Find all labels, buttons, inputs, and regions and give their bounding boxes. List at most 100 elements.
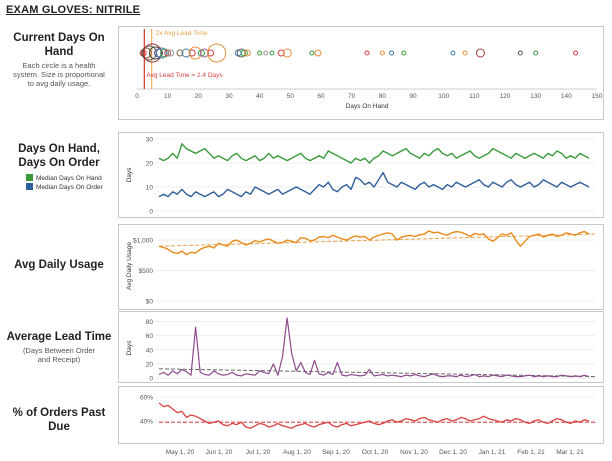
row-label-avg-lead-time: Average Lead Time (Days Between Order an… bbox=[0, 330, 118, 364]
x-tick-label: 60 bbox=[317, 93, 325, 100]
date-tick-label: Mar 1, 21 bbox=[556, 449, 584, 456]
ref-label-avg-lead-time: Avg Lead Time = 2.4 Days bbox=[146, 72, 223, 79]
x-tick-label: 90 bbox=[409, 93, 417, 100]
y-tick-label: $0 bbox=[146, 299, 154, 306]
date-tick-label: Feb 1, 21 bbox=[517, 449, 545, 456]
date-axis: May 1, 20 Jun 1, 20 Jul 1, 20 Aug 1, 20 Sep … bbox=[118, 444, 604, 458]
scatter-point bbox=[257, 50, 263, 56]
y-tick-label: $1,000 bbox=[133, 238, 153, 245]
row-title-avg-daily-usage: Avg Daily Usage bbox=[14, 259, 104, 271]
panel-days-line: 0 10 20 30 Days bbox=[118, 132, 604, 218]
row-title-days-on-hand-order: Days On Hand, Days On Order bbox=[18, 143, 100, 169]
x-tick-label: 140 bbox=[561, 93, 572, 100]
x-tick-label: 120 bbox=[500, 93, 511, 100]
panel-days-on-hand-scatter: 0 10 20 30 40 50 60 70 80 90 100 110 120 130 140 150 Day… bbox=[118, 26, 604, 120]
scatter-point bbox=[263, 50, 269, 56]
scatter-point bbox=[475, 48, 485, 58]
panel-avg-daily-usage: $0 $500 $1,000 Avg Daily Usage bbox=[118, 224, 604, 310]
orders-past-due-chart: 40% 60% bbox=[140, 395, 595, 429]
row-subtitle-days-on-hand: Each circle is a health system. Size is … bbox=[13, 61, 105, 88]
trendline bbox=[158, 233, 596, 247]
scatter-point bbox=[517, 50, 523, 56]
date-tick-label: Jan 1, 21 bbox=[479, 449, 506, 456]
scatter-point bbox=[389, 50, 395, 56]
scatter-point bbox=[364, 50, 370, 56]
date-tick-label: Nov 1, 20 bbox=[400, 449, 428, 456]
date-tick-label: May 1, 20 bbox=[166, 449, 195, 456]
series-line-average-lead-time bbox=[158, 317, 590, 378]
date-tick-label: Dec 1, 20 bbox=[439, 449, 467, 456]
scatter-point bbox=[282, 48, 292, 58]
scatter-point bbox=[164, 49, 172, 57]
scatter-point bbox=[314, 49, 322, 57]
scatter-point bbox=[167, 49, 175, 57]
scatter-point bbox=[462, 50, 468, 56]
row-label-days-on-hand: Current Days On Hand Each circle is a he… bbox=[0, 31, 118, 88]
scatter-point bbox=[309, 50, 315, 56]
legend-days: Median Days On Hand Median Days On Order bbox=[0, 174, 118, 192]
y-tick-label: 30 bbox=[146, 137, 154, 144]
y-tick-label: 40% bbox=[140, 419, 153, 426]
x-tick-label: 130 bbox=[530, 93, 541, 100]
date-tick-label: Oct 1, 20 bbox=[362, 449, 389, 456]
x-tick-label: 100 bbox=[438, 93, 449, 100]
y-tick-label: 10 bbox=[146, 185, 154, 192]
scatter-point bbox=[450, 50, 456, 56]
days-on-hand-order-chart: 0 10 20 30 Days bbox=[126, 137, 595, 216]
y-tick-label: 40 bbox=[146, 347, 154, 354]
scatter-point bbox=[156, 47, 168, 59]
x-tick-label: 30 bbox=[225, 93, 233, 100]
row-label-avg-daily-usage: Avg Daily Usage bbox=[0, 258, 118, 272]
scatter-point bbox=[176, 49, 184, 57]
y-tick-label: 0 bbox=[149, 209, 153, 216]
x-tick-label: 40 bbox=[256, 93, 264, 100]
date-tick-label: Sep 1, 20 bbox=[322, 449, 350, 456]
date-tick-label: Jul 1, 20 bbox=[246, 449, 271, 456]
row-title-current-days-on-hand: Current Days On Hand bbox=[13, 32, 105, 58]
ref-label-2x-lead-time: 2x Avg Lead Time bbox=[156, 30, 208, 37]
scatter-point bbox=[236, 48, 246, 58]
y-axis-title: Days bbox=[126, 167, 133, 183]
x-tick-label: 80 bbox=[379, 93, 387, 100]
legend-swatch-green bbox=[26, 174, 33, 181]
scatter-point bbox=[181, 48, 191, 58]
page-title: EXAM GLOVES: NITRILE bbox=[6, 4, 141, 16]
scatter-point bbox=[140, 47, 152, 59]
legend-swatch-blue bbox=[26, 183, 33, 190]
scatter-point bbox=[188, 46, 202, 60]
scatter-point bbox=[207, 43, 227, 63]
date-tick-label: Jun 1, 20 bbox=[206, 449, 233, 456]
y-axis-title: Days bbox=[126, 340, 133, 356]
series-line--of-orders-past-due bbox=[158, 402, 590, 429]
legend-item-median-days-on-hand: Median Days On Hand bbox=[26, 174, 118, 183]
x-tick-label: 150 bbox=[592, 93, 603, 100]
panel-avg-lead-time: 0 20 40 60 80 Days bbox=[118, 311, 604, 383]
y-tick-label: $500 bbox=[139, 268, 154, 275]
legend-label-median-days-on-hand: Median Days On Hand bbox=[36, 175, 102, 182]
days-on-hand-scatter-chart: 0 10 20 30 40 50 60 70 80 90 100 110 120 130 140 150 Day… bbox=[135, 29, 603, 110]
scatter-point bbox=[199, 48, 209, 58]
avg-lead-time-chart: 0 20 40 60 80 Days bbox=[126, 317, 596, 383]
x-tick-label: 70 bbox=[348, 93, 356, 100]
scatter-point bbox=[269, 50, 275, 56]
legend-label-median-days-on-order: Median Days On Order bbox=[36, 184, 103, 191]
trendline bbox=[158, 368, 596, 378]
date-tick-label: Aug 1, 20 bbox=[283, 449, 311, 456]
row-subtitle-avg-lead-time: (Days Between Order and Receipt) bbox=[22, 346, 96, 364]
x-axis-title: Days On Hand bbox=[346, 103, 389, 110]
legend-item-median-days-on-order: Median Days On Order bbox=[26, 183, 118, 192]
series-line-median-days-on-order bbox=[158, 171, 590, 198]
scatter-point bbox=[277, 49, 285, 57]
row-title-orders-past-due: % of Orders Past Due bbox=[12, 407, 106, 433]
x-tick-label: 0 bbox=[135, 93, 139, 100]
scatter-point bbox=[401, 50, 407, 56]
row-label-orders-past-due: % of Orders Past Due bbox=[0, 406, 118, 434]
x-tick-label: 10 bbox=[164, 93, 172, 100]
series-line-median-days-on-hand bbox=[158, 143, 590, 164]
date-axis-svg: May 1, 20 Jun 1, 20 Jul 1, 20 Aug 1, 20 Sep … bbox=[166, 449, 584, 456]
scatter-point bbox=[148, 46, 162, 60]
row-label-days-on-hand-order: Days On Hand, Days On Order Median Days … bbox=[0, 142, 118, 192]
scatter-point bbox=[243, 49, 251, 57]
y-axis-title: Avg Daily Usage bbox=[126, 242, 133, 290]
